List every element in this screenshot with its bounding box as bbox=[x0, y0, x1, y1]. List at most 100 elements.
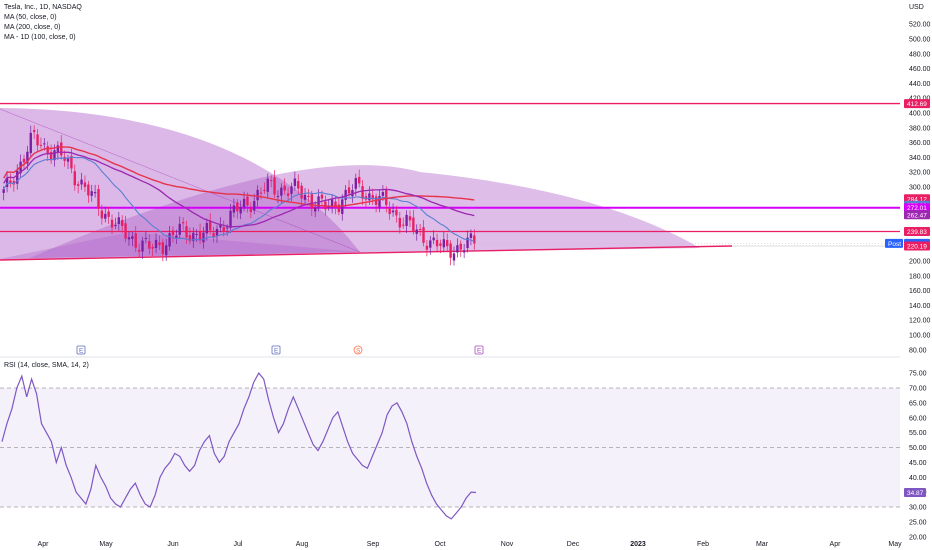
candle-body bbox=[293, 178, 297, 186]
candle-body bbox=[334, 201, 337, 208]
candle-body bbox=[185, 226, 188, 238]
candle-body bbox=[127, 237, 131, 240]
event-earnings-marker bbox=[474, 345, 484, 355]
legend-ma200[interactable]: MA (200, close, 0) bbox=[4, 24, 61, 31]
candle-body bbox=[259, 192, 263, 194]
candle-body bbox=[141, 240, 144, 252]
price-tick: 460.00 bbox=[909, 66, 931, 73]
candle-body bbox=[46, 146, 49, 154]
legend-rsi[interactable]: RSI (14, close, SMA, 14, 2) bbox=[4, 362, 89, 369]
price-tag bbox=[904, 210, 930, 220]
price-tick: 140.00 bbox=[909, 303, 931, 310]
price-tag-text: 262.47 bbox=[907, 212, 927, 219]
rsi-tick: 60.00 bbox=[909, 415, 927, 422]
candle-body bbox=[439, 243, 442, 246]
candle-body bbox=[83, 182, 87, 187]
candle-body bbox=[246, 196, 249, 206]
candle-body bbox=[97, 189, 100, 209]
rsi-legend: RSI (14, close, SMA, 14, 2) bbox=[4, 361, 89, 371]
candle-body bbox=[313, 207, 317, 212]
time-tick: Sep bbox=[367, 541, 380, 548]
candle-body bbox=[290, 186, 293, 194]
candle-body bbox=[87, 184, 90, 196]
candle-body bbox=[178, 223, 181, 235]
legend-title[interactable]: Tesla, Inc., 1D, NASDAQ bbox=[4, 4, 82, 11]
price-tick: 120.00 bbox=[909, 318, 931, 325]
rsi-tick: 30.00 bbox=[909, 505, 927, 512]
price-tick: 80.00 bbox=[909, 347, 927, 354]
price-tick: 200.00 bbox=[909, 259, 931, 266]
candle-body bbox=[117, 217, 120, 224]
rsi-tick: 75.00 bbox=[909, 371, 927, 378]
candle-body bbox=[459, 243, 462, 250]
candle-body bbox=[337, 204, 341, 213]
candle-body bbox=[198, 231, 202, 241]
candle-body bbox=[412, 217, 415, 232]
price-axis-unit: USD bbox=[909, 4, 924, 11]
candle-body bbox=[209, 220, 212, 231]
candle-body bbox=[32, 130, 36, 132]
time-tick: Nov bbox=[501, 541, 514, 548]
candle-body bbox=[131, 236, 134, 239]
candle-body bbox=[205, 223, 209, 234]
candle-body bbox=[456, 245, 459, 253]
price-tag bbox=[904, 227, 930, 237]
candle-body bbox=[39, 144, 43, 146]
candle-body bbox=[358, 176, 361, 184]
legend-ma100[interactable]: MA - 1D (100, close, 0) bbox=[4, 34, 76, 41]
rsi-tick: 65.00 bbox=[909, 400, 927, 407]
candle-body bbox=[273, 177, 276, 195]
candle-body bbox=[26, 151, 29, 164]
candle-body bbox=[60, 142, 63, 156]
fan-edge bbox=[0, 108, 361, 253]
candle-body bbox=[70, 155, 73, 169]
candle-body bbox=[256, 189, 259, 201]
rsi-tick: 55.00 bbox=[909, 430, 927, 437]
candle-body bbox=[137, 249, 141, 252]
rsi-tick: 40.00 bbox=[909, 475, 927, 482]
time-tick: Dec bbox=[567, 541, 580, 548]
legend-ma50[interactable]: MA (50, close, 0) bbox=[4, 14, 57, 21]
price-tick: 340.00 bbox=[909, 155, 931, 162]
time-tick: Oct bbox=[435, 541, 446, 548]
candle-body bbox=[391, 210, 395, 213]
event-split-marker bbox=[353, 345, 363, 355]
candle-body bbox=[239, 206, 242, 214]
candle-body bbox=[225, 227, 229, 229]
candle-body bbox=[351, 190, 354, 197]
candle-body bbox=[107, 211, 110, 217]
candle-body bbox=[202, 232, 205, 243]
event-label: E bbox=[477, 348, 482, 355]
candle-body bbox=[93, 192, 97, 194]
candle-body bbox=[49, 151, 53, 161]
price-tag-text: 284.12 bbox=[907, 196, 927, 203]
candle-body bbox=[320, 194, 324, 199]
price-tag bbox=[904, 203, 930, 213]
candle-body bbox=[22, 158, 26, 163]
time-tick: Jul bbox=[234, 541, 243, 548]
candle-body bbox=[368, 193, 371, 201]
price-tick: 400.00 bbox=[909, 111, 931, 118]
rsi-value-text: 34.87 bbox=[907, 490, 924, 497]
candle-body bbox=[5, 177, 9, 188]
candle-body bbox=[171, 230, 175, 236]
candle-body bbox=[249, 208, 253, 213]
time-tick: Feb bbox=[697, 541, 709, 548]
candle-body bbox=[242, 198, 246, 208]
candle-body bbox=[286, 193, 290, 196]
candle-body bbox=[395, 209, 398, 216]
candle-body bbox=[168, 233, 171, 247]
candle-body bbox=[269, 180, 273, 182]
candle-body bbox=[76, 184, 80, 186]
candle-body bbox=[418, 229, 422, 231]
candle-body bbox=[462, 250, 466, 253]
candle-body bbox=[114, 224, 117, 227]
candle-body bbox=[219, 224, 222, 228]
candle-body bbox=[188, 235, 192, 242]
rsi-tick: 50.00 bbox=[909, 445, 927, 452]
candle-body bbox=[232, 205, 236, 213]
candle-body bbox=[154, 239, 158, 248]
candle-body bbox=[381, 192, 385, 196]
